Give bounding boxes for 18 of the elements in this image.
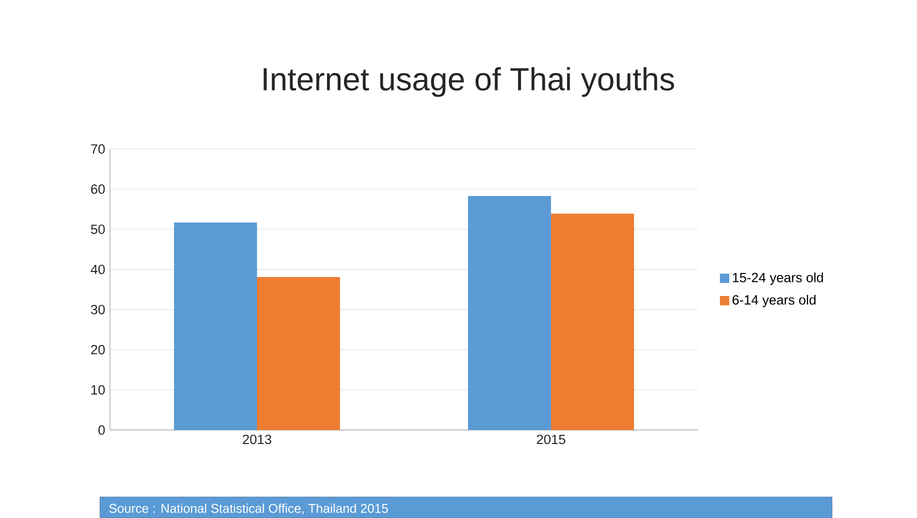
y-tick-label: 0 xyxy=(98,425,105,435)
y-tick-label: 60 xyxy=(91,184,105,194)
y-tick-label: 30 xyxy=(90,304,105,314)
y-tick-label: 10 xyxy=(91,385,105,395)
y-tick-label: 20 xyxy=(91,345,105,354)
bar xyxy=(257,277,340,430)
y-tick-label: 70 xyxy=(91,144,105,154)
legend-label: 15-24 years old xyxy=(732,272,823,285)
source-note: Source : National Statistical Office, Thailand 2015 xyxy=(109,504,388,514)
chart-title: Internet usage of Thai youths xyxy=(264,67,674,97)
x-tick-label: 2013 xyxy=(242,434,272,444)
x-tick-label: 2015 xyxy=(536,434,566,444)
y-tick-label: 50 xyxy=(91,224,105,234)
bar xyxy=(468,196,552,430)
bar xyxy=(550,214,634,430)
legend-label: 6-14 years old xyxy=(732,294,816,308)
bar xyxy=(174,222,258,430)
y-tick-label: 40 xyxy=(90,264,105,274)
